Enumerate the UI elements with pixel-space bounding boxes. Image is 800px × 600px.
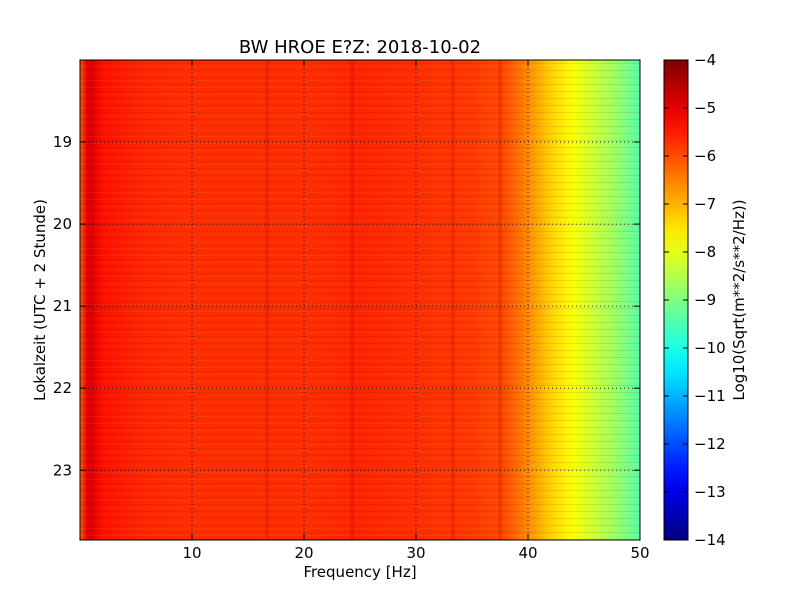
heatmap-row-texture (80, 60, 640, 540)
colorbar-tick-label: −8 (694, 243, 716, 261)
frequency-band (450, 60, 455, 540)
colorbar-tick-label: −13 (694, 483, 726, 501)
y-tick-label: 20 (53, 215, 72, 233)
colorbar-label: Log10(Sqrt(m**2/s**2/Hz)) (730, 199, 748, 400)
plot-frame (79, 59, 641, 541)
chart-title: BW HROE E?Z: 2018-10-02 (239, 37, 481, 58)
y-axis-ticks: 19 20 21 22 23 (53, 133, 640, 479)
colorbar-tick-label: −4 (694, 51, 716, 69)
x-tick-label: 50 (630, 544, 649, 562)
frequency-band (350, 60, 355, 540)
x-tick-label: 40 (518, 544, 537, 562)
colorbar-ticks: −4 −5 −6 −7 −8 −9 −10 −11 −12 −13 −14 (664, 51, 726, 549)
frequency-bands (265, 60, 502, 540)
frequency-band (265, 60, 270, 540)
y-axis-label: Lokalzeit (UTC + 2 Stunde) (31, 199, 49, 401)
y-tick-label: 23 (53, 461, 72, 479)
y-tick-label: 22 (53, 379, 72, 397)
colorbar-tick-label: −12 (694, 435, 726, 453)
colorbar-tick-label: −5 (694, 99, 716, 117)
x-tick-label: 20 (294, 544, 313, 562)
x-tick-label: 30 (406, 544, 425, 562)
colorbar-tick-label: −10 (694, 339, 726, 357)
colorbar-tick-label: −14 (694, 531, 726, 549)
colorbar-tick-label: −9 (694, 291, 716, 309)
x-axis-ticks: 10 20 30 40 50 (182, 60, 650, 562)
frequency-band (498, 60, 502, 540)
colorbar: −4 −5 −6 −7 −8 −9 −10 −11 −12 −13 −14 Log10(Sqrt(m… (663, 51, 748, 549)
grid-lines (80, 60, 640, 540)
x-tick-label: 10 (182, 544, 201, 562)
plot-area: 10 20 30 40 50 19 20 21 22 23 (53, 59, 650, 562)
colorbar-tick-label: −6 (694, 147, 716, 165)
colorbar-tick-label: −7 (694, 195, 716, 213)
colorbar-tick-label: −11 (694, 387, 726, 405)
x-axis-label: Frequency [Hz] (303, 563, 416, 581)
y-tick-label: 19 (53, 133, 72, 151)
y-tick-label: 21 (53, 297, 72, 315)
